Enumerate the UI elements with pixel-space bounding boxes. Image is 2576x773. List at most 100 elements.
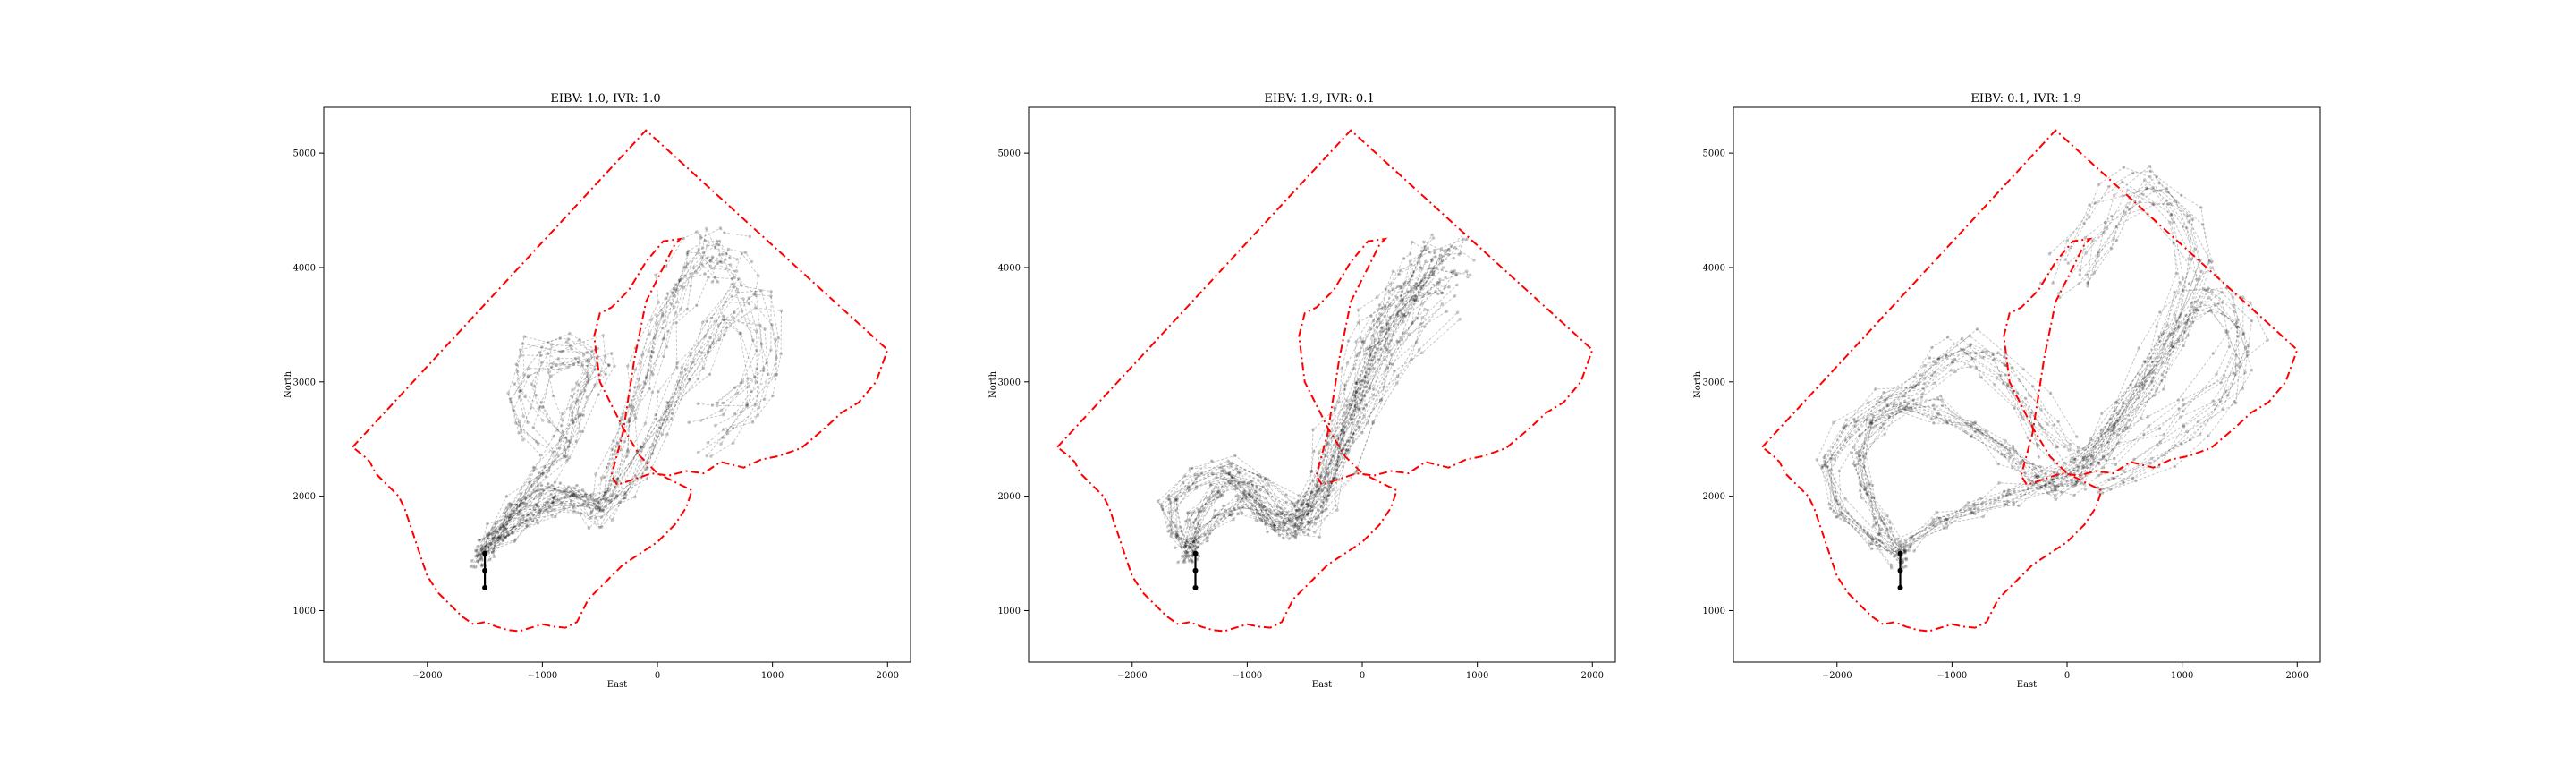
- trajectory-point: [701, 251, 706, 255]
- trajectory-point: [2238, 364, 2241, 369]
- trajectory-point: [1341, 430, 1345, 434]
- trajectory-point: [570, 418, 574, 422]
- trajectory-point: [651, 351, 656, 354]
- trajectory-point: [1885, 528, 1889, 532]
- trajectory-point: [1399, 309, 1402, 312]
- trajectory-point: [478, 557, 481, 562]
- trajectory-point: [640, 445, 644, 449]
- trajectory-point: [664, 410, 667, 413]
- trajectory-point: [2103, 220, 2107, 225]
- trajectory-point: [1885, 403, 1889, 407]
- trajectory-point: [2063, 445, 2066, 449]
- trajectory-point: [1368, 386, 1372, 391]
- trajectory-point: [740, 251, 744, 256]
- trajectory-point: [753, 291, 758, 294]
- trajectory-point: [657, 301, 660, 304]
- trajectory-point: [1874, 387, 1877, 391]
- y-tick-label: 1000: [1703, 607, 1725, 616]
- trajectory-point: [1287, 537, 1291, 540]
- trajectory-point: [1241, 505, 1244, 509]
- trajectory-point: [1208, 497, 1212, 501]
- trajectory-line: [486, 243, 735, 546]
- trajectory-point: [1267, 514, 1270, 517]
- trajectory-point: [1878, 528, 1882, 531]
- trajectory-point: [1888, 520, 1892, 524]
- trajectory-point: [1290, 501, 1293, 505]
- trajectory-line: [482, 231, 724, 548]
- trajectory-point: [492, 529, 496, 532]
- trajectory-point: [1277, 533, 1282, 538]
- trajectory-point: [1857, 428, 1860, 432]
- trajectory-point: [538, 471, 541, 474]
- trajectory-point: [1283, 522, 1287, 526]
- trajectory-point: [1959, 348, 1963, 352]
- trajectory-point: [517, 395, 521, 399]
- trajectory-point: [1938, 394, 1943, 398]
- trajectory-point: [715, 242, 718, 247]
- trajectory-point: [475, 554, 479, 557]
- trajectory-point: [1910, 385, 1913, 389]
- trajectory-point: [2059, 482, 2063, 487]
- trajectory-point: [2051, 480, 2055, 484]
- trajectory-point: [2091, 456, 2096, 461]
- trajectory-point: [562, 454, 566, 458]
- trajectory-point: [2040, 426, 2045, 430]
- trajectory-point: [1207, 532, 1211, 536]
- trajectory-point: [1187, 554, 1191, 558]
- trajectory-point: [708, 372, 712, 377]
- trajectory-line: [1838, 351, 2085, 554]
- trajectory-point: [2084, 465, 2089, 469]
- trajectory-point: [1904, 557, 1908, 562]
- trajectory-point: [2076, 465, 2080, 469]
- trajectory-point: [2051, 281, 2055, 285]
- trajectory-point: [753, 403, 757, 407]
- x-tick-label: 0: [655, 671, 660, 681]
- trajectory-point: [580, 364, 584, 368]
- trajectory-point: [1472, 259, 1476, 262]
- trajectory-point: [1243, 492, 1248, 497]
- trajectory-point: [1228, 462, 1233, 466]
- trajectory-line: [480, 333, 597, 565]
- trajectory-point: [1292, 525, 1296, 529]
- trajectory-point: [577, 413, 580, 417]
- trajectory-point: [1387, 342, 1391, 346]
- trajectory-point: [1856, 462, 1860, 466]
- trajectory-point: [752, 293, 756, 297]
- trajectory-point: [1970, 357, 1975, 361]
- trajectory-point: [2182, 409, 2185, 413]
- trajectory-point: [2023, 396, 2028, 401]
- trajectory-point: [771, 394, 775, 398]
- trajectory-point: [2036, 473, 2039, 478]
- trajectory-point: [699, 236, 703, 241]
- trajectory-point: [1295, 517, 1300, 521]
- trajectory-point: [2150, 360, 2155, 364]
- trajectory-point: [2166, 202, 2170, 206]
- trajectory-point: [2090, 455, 2094, 459]
- trajectory-line: [1182, 237, 1434, 563]
- trajectory-point: [2055, 445, 2059, 449]
- trajectory-point: [558, 438, 563, 443]
- trajectory-point: [1189, 554, 1193, 557]
- trajectory-point: [2106, 478, 2110, 481]
- trajectory-point: [641, 445, 646, 449]
- trajectory-point: [551, 500, 555, 505]
- trajectory-point: [1251, 503, 1255, 507]
- trajectory-point: [550, 514, 554, 517]
- trajectory-point: [2018, 378, 2021, 383]
- trajectory-point: [1229, 514, 1233, 517]
- trajectory-point: [2004, 373, 2008, 377]
- trajectory-point: [574, 439, 579, 444]
- trajectory-point: [750, 259, 754, 264]
- trajectory-point: [2206, 288, 2209, 292]
- trajectory-point: [1938, 516, 1942, 521]
- trajectory-point: [570, 395, 574, 398]
- trajectory-point: [511, 531, 515, 535]
- trajectory-point: [1341, 446, 1345, 451]
- trajectory-point: [1340, 452, 1344, 456]
- trajectory-point: [2195, 308, 2199, 312]
- trajectory-point: [600, 508, 605, 513]
- trajectory-point: [536, 522, 540, 525]
- trajectory-point: [2149, 456, 2154, 461]
- trajectory-point: [1326, 480, 1331, 485]
